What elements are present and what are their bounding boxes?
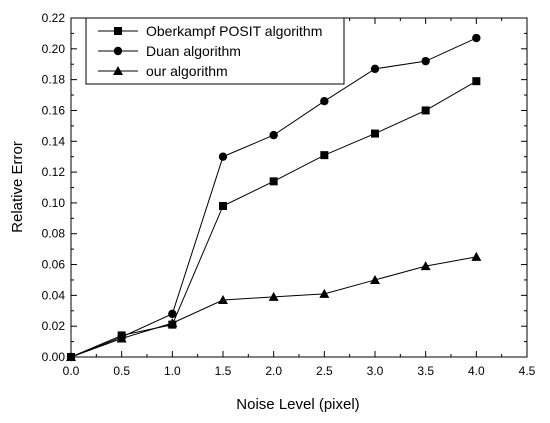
y-tick-label: 0.20: [42, 42, 66, 56]
x-tick-label: 4.5: [519, 364, 536, 378]
data-point-circle: [218, 152, 228, 161]
data-point-circle: [168, 309, 177, 319]
data-point-square: [472, 77, 481, 86]
y-tick-label: 0.12: [42, 165, 66, 179]
data-point-triangle: [116, 333, 127, 343]
data-point-triangle: [218, 294, 228, 304]
plot-area: 0.0 0.5 1.0 1.5 2.0 2.5 3.0 3.5 4.0 4.5 0.00 0.02 0.…: [42, 11, 536, 378]
data-point-triangle: [268, 291, 279, 301]
data-point-triangle: [167, 318, 178, 328]
data-point-square: [421, 106, 430, 115]
y-tick-label: 0.00: [42, 350, 66, 364]
y-tick-label: 0.16: [42, 103, 66, 117]
x-tick-label: 3.5: [417, 364, 434, 378]
data-point-triangle: [319, 288, 330, 298]
y-tick-label: 0.08: [42, 227, 66, 241]
data-point-triangle: [420, 261, 431, 271]
y-tick-label: 0.04: [42, 288, 66, 302]
legend-label: our algorithm: [146, 63, 228, 79]
legend-marker-circle: [113, 46, 123, 56]
data-point-square: [371, 129, 379, 138]
y-tick-label: 0.10: [42, 196, 66, 210]
data-point-circle: [320, 97, 329, 106]
y-tick-label: 0.02: [42, 319, 66, 333]
x-tick-label: 4.0: [468, 364, 485, 378]
legend-marker-triangle: [113, 66, 123, 75]
data-point-triangle: [471, 251, 482, 261]
y-axis-title: Relative Error: [9, 141, 26, 233]
legend-marker-square: [114, 27, 122, 35]
legend-label: Oberkampf POSIT algorithm: [146, 23, 322, 39]
data-point-square: [320, 151, 329, 160]
y-tick-label: 0.18: [42, 73, 66, 87]
data-point-triangle: [370, 274, 380, 284]
data-point-circle: [472, 33, 481, 43]
data-point-square: [219, 201, 227, 210]
x-tick-label: 1.0: [164, 364, 181, 378]
x-tick-label: 0.0: [63, 364, 80, 378]
x-axis-title: Noise Level (pixel): [236, 396, 359, 413]
x-tick-label: 1.5: [215, 364, 232, 378]
legend: Oberkampf POSIT algorithm Duan algorithm o…: [85, 17, 345, 85]
y-tick-label: 0.14: [42, 134, 66, 148]
series-line-circle: [70, 37, 477, 358]
series-line-triangle: [70, 256, 477, 358]
legend-label: Duan algorithm: [146, 43, 241, 59]
data-point-triangle: [66, 352, 76, 361]
x-tick-label: 2.5: [316, 364, 333, 378]
x-tick-label: 3.0: [367, 364, 384, 378]
y-tick-label: 0.06: [42, 258, 66, 272]
series-line-square: [70, 80, 477, 358]
x-tick-label: 0.5: [113, 364, 130, 378]
data-point-square: [269, 177, 278, 186]
x-tick-label: 2.0: [265, 364, 282, 378]
y-tick-label: 0.22: [42, 11, 66, 25]
data-point-circle: [370, 64, 380, 74]
data-point-circle: [421, 56, 430, 66]
data-point-circle: [269, 130, 278, 140]
